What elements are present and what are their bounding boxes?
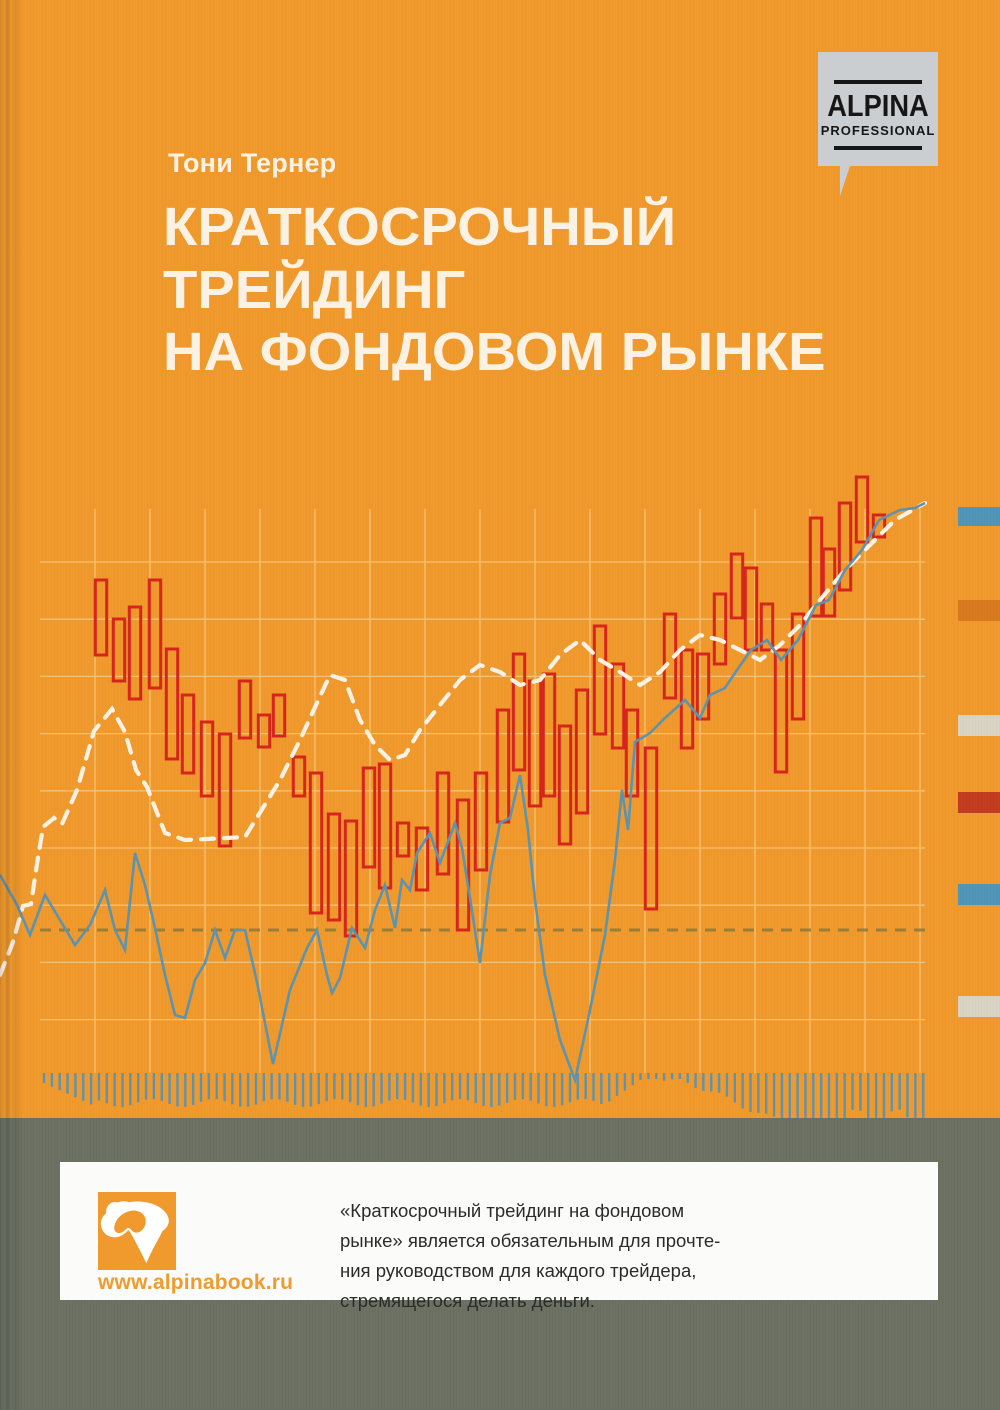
svg-text:ALPINA: ALPINA [827,89,929,123]
svg-text:PROFESSIONAL: PROFESSIONAL [821,123,936,138]
